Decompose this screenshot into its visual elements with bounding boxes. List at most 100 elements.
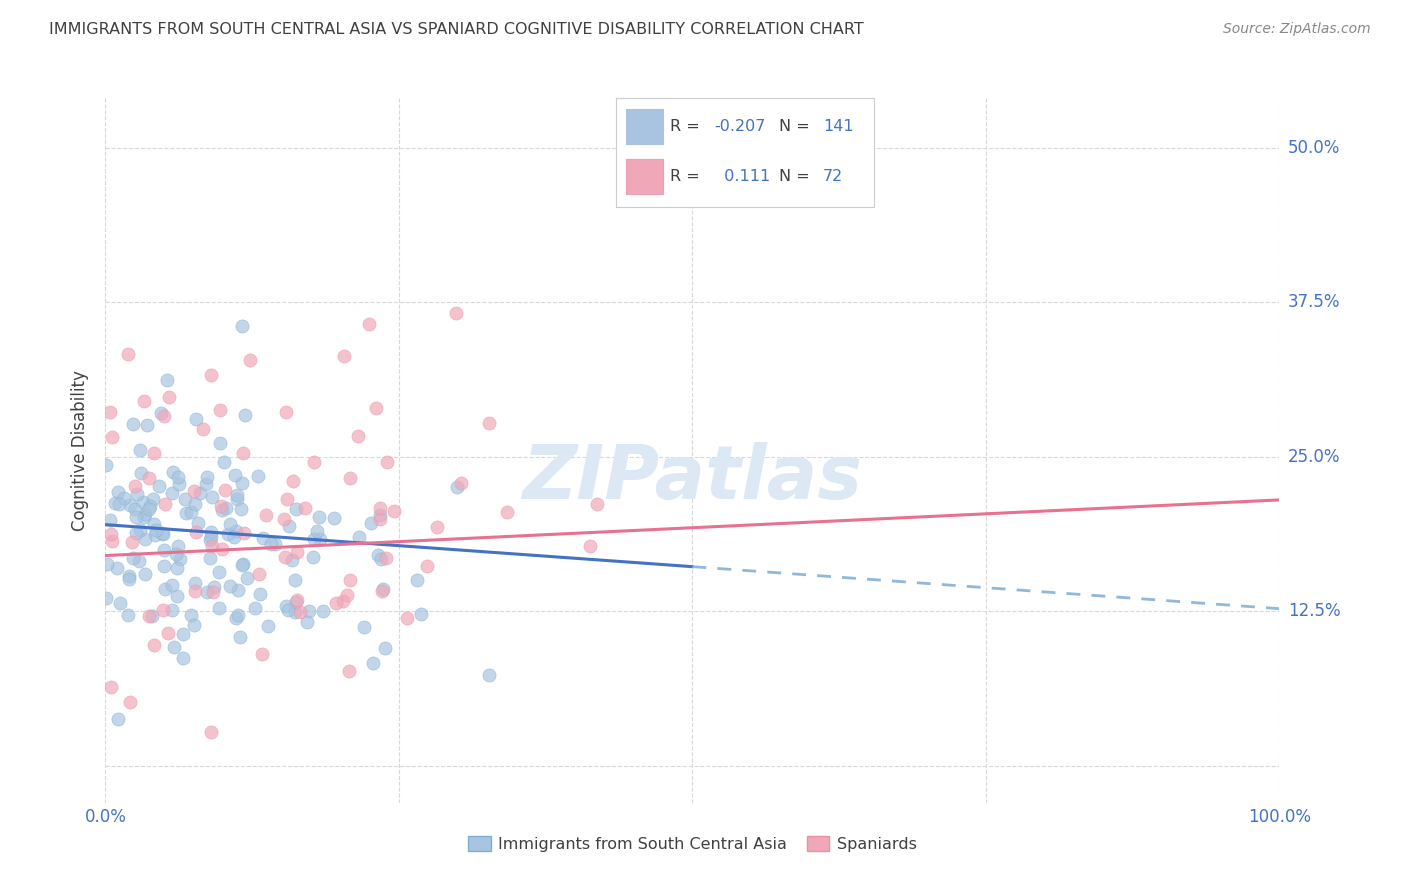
Point	[382, 504, 405, 518]
Point	[209, 499, 232, 513]
Text: 37.5%: 37.5%	[1288, 293, 1340, 311]
Point	[347, 429, 370, 443]
Point	[166, 589, 188, 603]
Point	[191, 421, 214, 435]
Point	[226, 583, 249, 598]
Point	[274, 599, 297, 613]
Point	[125, 510, 148, 524]
Point	[125, 525, 148, 540]
Point	[302, 533, 325, 547]
Point	[183, 483, 205, 498]
Point	[284, 573, 307, 587]
Point	[187, 516, 209, 530]
Point	[200, 524, 222, 539]
Point	[117, 607, 139, 622]
Point	[308, 510, 330, 524]
Point	[368, 512, 391, 526]
Point	[233, 409, 256, 423]
Point	[361, 656, 384, 670]
Point	[225, 610, 247, 624]
Point	[214, 483, 236, 497]
Point	[94, 591, 117, 606]
Point	[152, 603, 174, 617]
Legend: Immigrants from South Central Asia, Spaniards: Immigrants from South Central Asia, Span…	[461, 830, 924, 858]
Point	[332, 594, 354, 608]
Point	[278, 519, 301, 533]
Point	[307, 524, 329, 538]
Point	[208, 601, 231, 615]
Point	[166, 539, 188, 553]
Text: Source: ZipAtlas.com: Source: ZipAtlas.com	[1223, 22, 1371, 37]
Point	[174, 506, 197, 520]
Point	[134, 532, 156, 546]
Point	[112, 491, 135, 505]
Point	[142, 491, 165, 506]
Point	[101, 429, 124, 443]
Point	[226, 491, 249, 506]
Point	[339, 471, 361, 485]
Point	[347, 530, 370, 544]
Point	[180, 505, 202, 519]
Point	[145, 523, 167, 537]
Point	[277, 603, 299, 617]
Point	[302, 455, 325, 469]
Point	[174, 492, 197, 507]
Point	[142, 638, 165, 652]
Point	[138, 502, 160, 516]
Point	[333, 349, 356, 363]
Point	[202, 580, 225, 594]
Point	[375, 454, 398, 468]
Text: 25.0%: 25.0%	[1288, 448, 1340, 466]
Point	[224, 530, 246, 544]
Point	[188, 486, 211, 500]
Point	[197, 469, 219, 483]
Point	[98, 405, 121, 419]
Point	[359, 317, 381, 331]
Point	[405, 574, 427, 588]
Point	[143, 446, 166, 460]
Point	[121, 535, 143, 549]
Point	[226, 608, 249, 623]
Point	[122, 417, 145, 432]
Point	[172, 626, 194, 640]
Point	[247, 566, 270, 581]
Point	[295, 615, 318, 629]
Text: IMMIGRANTS FROM SOUTH CENTRAL ASIA VS SPANIARD COGNITIVE DISABILITY CORRELATION : IMMIGRANTS FROM SOUTH CENTRAL ASIA VS SP…	[49, 22, 863, 37]
Point	[107, 485, 129, 500]
Point	[339, 573, 361, 587]
Point	[127, 487, 149, 501]
Text: 50.0%: 50.0%	[1288, 138, 1340, 157]
Point	[243, 601, 266, 615]
Point	[172, 651, 194, 665]
Point	[200, 530, 222, 544]
Point	[416, 558, 439, 573]
Point	[184, 576, 207, 591]
Point	[252, 531, 274, 545]
Point	[149, 405, 172, 419]
Point	[260, 537, 283, 551]
Point	[281, 553, 304, 567]
Point	[143, 516, 166, 531]
Point	[371, 584, 394, 599]
Point	[183, 618, 205, 632]
Point	[409, 607, 432, 622]
Point	[201, 540, 224, 554]
Point	[98, 513, 121, 527]
Point	[118, 569, 141, 583]
Point	[371, 582, 394, 596]
Point	[232, 446, 254, 460]
Point	[122, 551, 145, 566]
Point	[104, 495, 127, 509]
Point	[284, 595, 307, 609]
Point	[478, 416, 501, 430]
Point	[131, 466, 153, 480]
Point	[233, 526, 256, 541]
Point	[128, 554, 150, 568]
Point	[195, 584, 218, 599]
Point	[184, 497, 207, 511]
Point	[160, 486, 183, 500]
Point	[211, 503, 233, 517]
Point	[224, 467, 246, 482]
Point	[312, 604, 335, 618]
Point	[153, 558, 176, 573]
